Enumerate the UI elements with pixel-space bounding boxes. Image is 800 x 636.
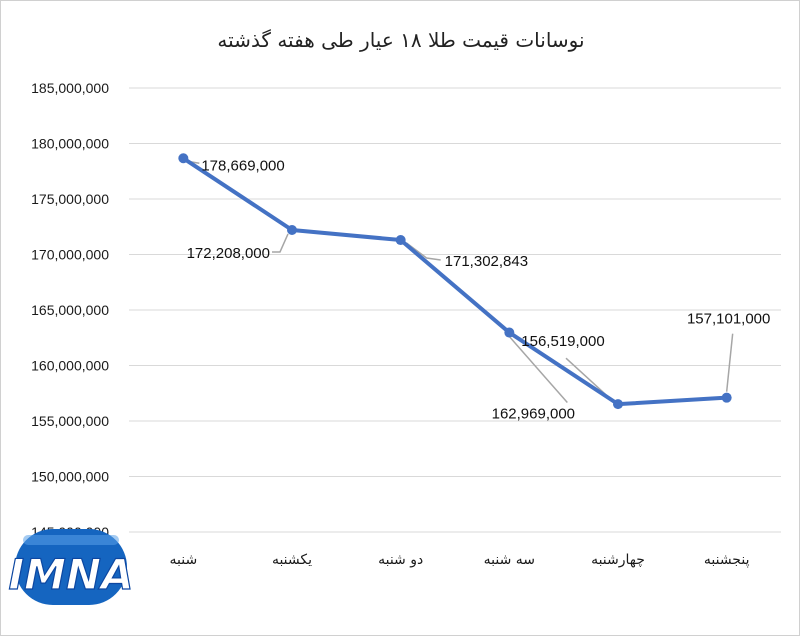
y-tick-label: 165,000,000: [31, 302, 109, 318]
leader-line: [272, 233, 289, 253]
y-tick-label: 185,000,000: [31, 80, 109, 96]
series-line: [178, 153, 732, 410]
imna-logo-text: IMNA: [8, 550, 133, 599]
y-tick-label: 155,000,000: [31, 413, 109, 429]
y-tick-label: 180,000,000: [31, 136, 109, 152]
data-point: [504, 327, 515, 338]
leader-line: [725, 333, 734, 392]
data-label: 171,302,843: [445, 253, 528, 270]
data-labels: 178,669,000 172,208,000 171,302,843 162,969…: [187, 157, 771, 422]
chart-title: نوسانات قیمت طلا ۱۸ عیار طی هفته گذشته: [217, 28, 584, 52]
imna-logo-badge: [15, 529, 127, 605]
gridlines: [129, 87, 781, 533]
x-tick-label: دو شنبه: [378, 552, 423, 568]
series-line-path: [181, 156, 729, 407]
leader-line: [406, 242, 441, 261]
data-point: [287, 224, 297, 235]
imna-logo-shine: [23, 535, 119, 545]
x-tick-label: پنجشنبه: [704, 552, 750, 568]
y-tick-label: 160,000,000: [31, 358, 109, 374]
data-label: 178,669,000: [201, 157, 284, 174]
y-tick-label: 170,000,000: [31, 247, 109, 263]
label-leader-lines: [187, 160, 734, 404]
leader-line: [508, 336, 568, 404]
data-point: [721, 392, 732, 403]
x-tick-label: شنبه: [169, 552, 197, 568]
data-point: [613, 399, 623, 410]
y-tick-label: 175,000,000: [31, 191, 109, 207]
x-tick-label: سه شنبه: [484, 552, 535, 568]
x-tick-label: یکشنبه: [272, 552, 312, 568]
data-point: [178, 153, 189, 164]
data-label: 172,208,000: [187, 245, 270, 262]
data-label: 157,101,000: [687, 311, 770, 328]
y-axis-ticks: 145,000,000150,000,000155,000,000160,000…: [31, 80, 109, 540]
imna-logo: IMNA: [8, 529, 134, 605]
x-tick-label: چهارشنبه: [591, 552, 645, 568]
data-label: 162,969,000: [492, 406, 575, 423]
data-label: 156,519,000: [521, 333, 604, 350]
data-point: [395, 235, 406, 246]
y-tick-label: 150,000,000: [31, 469, 109, 485]
x-axis-ticks: شنبه یکشنبه دو شنبه سه شنبه چهارشنبه پنجشنبه: [169, 552, 749, 568]
